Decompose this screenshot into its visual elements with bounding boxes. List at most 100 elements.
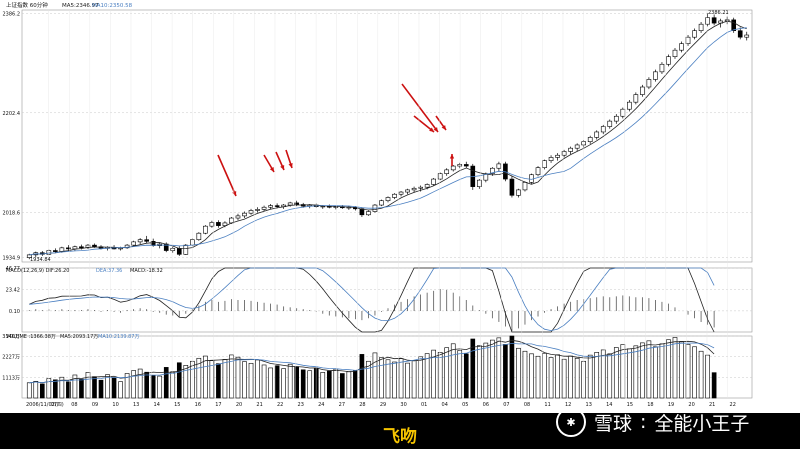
volume-bar bbox=[653, 346, 658, 399]
price-high-label: 2386.21 bbox=[708, 10, 729, 16]
volume-bar bbox=[196, 357, 202, 399]
volume-bar bbox=[496, 337, 502, 399]
candle-body bbox=[522, 182, 528, 191]
candle-body bbox=[392, 193, 397, 198]
volume-bar bbox=[444, 347, 450, 399]
volume-bar bbox=[326, 370, 332, 399]
volume-bar bbox=[685, 344, 691, 399]
price-ma5-line bbox=[29, 20, 747, 256]
candle-body bbox=[255, 209, 260, 211]
candle-body bbox=[242, 212, 247, 217]
volume-bar bbox=[79, 378, 84, 399]
candle-body bbox=[437, 173, 443, 180]
candle-body bbox=[216, 222, 221, 226]
candle-body bbox=[320, 205, 326, 208]
candle-body bbox=[646, 79, 652, 88]
candle-body bbox=[698, 23, 704, 31]
candle-body bbox=[26, 254, 32, 258]
candle-body bbox=[529, 174, 534, 183]
volume-bar bbox=[320, 372, 326, 399]
candle-body bbox=[450, 165, 456, 171]
price-tick-label: 1934.9 bbox=[3, 256, 21, 262]
x-tick-label: 14 bbox=[606, 402, 612, 408]
x-tick-label: 15 bbox=[627, 402, 633, 408]
x-tick-label: 13 bbox=[586, 402, 592, 408]
volume-bar bbox=[627, 348, 632, 399]
watermark-author: 全能小王子 bbox=[654, 412, 750, 435]
candle-body bbox=[196, 232, 202, 241]
x-tick-label: 13 bbox=[133, 402, 139, 408]
volume-bar bbox=[72, 374, 78, 399]
volume-bar bbox=[176, 362, 182, 399]
x-tick-label: 08 bbox=[71, 402, 77, 408]
volume-bar bbox=[574, 357, 580, 399]
volume-bar bbox=[150, 375, 156, 399]
volume-bar bbox=[131, 370, 136, 399]
volume-bar bbox=[633, 345, 639, 399]
x-tick-label: 09 bbox=[92, 402, 98, 408]
x-tick-label: 28 bbox=[359, 402, 365, 408]
volume-bar bbox=[372, 352, 378, 399]
volume-bar bbox=[287, 363, 293, 399]
macd-dea-label: DEA:37.36 bbox=[96, 268, 122, 274]
candle-body bbox=[144, 239, 149, 242]
x-tick-label: 18 bbox=[647, 402, 653, 408]
candle-body bbox=[620, 108, 626, 117]
macd-dif-line bbox=[29, 267, 715, 333]
x-tick-label: 11 bbox=[544, 402, 550, 408]
volume-bar bbox=[307, 370, 313, 399]
volume-bar bbox=[281, 368, 286, 399]
candle-body bbox=[431, 178, 436, 185]
x-tick-label: 27 bbox=[339, 402, 345, 408]
candle-body bbox=[516, 189, 521, 196]
annotation-arrowhead bbox=[288, 163, 293, 168]
x-tick-label: 08 bbox=[524, 402, 530, 408]
volume-bar bbox=[705, 354, 710, 399]
candle-body bbox=[274, 205, 280, 207]
volume-bar bbox=[346, 371, 352, 399]
volume-bar bbox=[450, 343, 456, 399]
watermark-brand: 雪球 bbox=[594, 412, 633, 435]
candle-body bbox=[633, 94, 639, 103]
candle-body bbox=[183, 244, 189, 255]
x-tick-label: 17 bbox=[215, 402, 221, 408]
volume-ma10-label: MA10:2139.87万 bbox=[98, 334, 139, 340]
volume-bar bbox=[431, 349, 436, 399]
macd-tick-label: 46.77 bbox=[6, 266, 20, 272]
volume-bar bbox=[235, 356, 241, 399]
chart-area: 2386.2 2202.4 2018.6 1934.9 46.77 23.42 0.10 … bbox=[0, 0, 800, 413]
candle-body bbox=[424, 184, 430, 188]
volume-bar bbox=[490, 339, 495, 399]
candle-body bbox=[561, 151, 567, 156]
volume-bar bbox=[59, 376, 65, 399]
x-tick-label: 22 bbox=[277, 402, 283, 408]
volume-ma5-label: MA5:2093.17万 bbox=[60, 334, 98, 340]
volume-bar bbox=[261, 364, 267, 399]
candle-body bbox=[170, 248, 176, 251]
volume-bar bbox=[463, 353, 469, 399]
annotation-arrowhead bbox=[441, 125, 446, 130]
volume-bar bbox=[300, 369, 306, 399]
volume-bar bbox=[144, 371, 149, 399]
candle-body bbox=[640, 86, 645, 95]
volume-bar bbox=[353, 370, 358, 399]
candle-body bbox=[385, 197, 391, 202]
volume-bar bbox=[646, 340, 652, 399]
volume-bar bbox=[522, 350, 528, 399]
volume-bar bbox=[398, 358, 404, 399]
volume-ma10-line bbox=[29, 342, 715, 384]
volume-bar bbox=[85, 372, 91, 399]
volume-bar bbox=[470, 338, 476, 399]
volume-bar bbox=[600, 349, 606, 399]
annotation-arrowhead bbox=[449, 154, 455, 159]
volume-bar bbox=[294, 366, 300, 399]
candle-body bbox=[248, 210, 254, 214]
volume-bar bbox=[503, 344, 508, 399]
candle-body bbox=[137, 239, 143, 243]
candle-body bbox=[555, 154, 560, 158]
volume-bar bbox=[535, 355, 541, 399]
candle-body bbox=[509, 178, 515, 196]
volume-panel-header: VOLUME :1366.38万 bbox=[6, 334, 56, 340]
candle-body bbox=[268, 205, 273, 208]
volume-bar bbox=[248, 362, 254, 399]
